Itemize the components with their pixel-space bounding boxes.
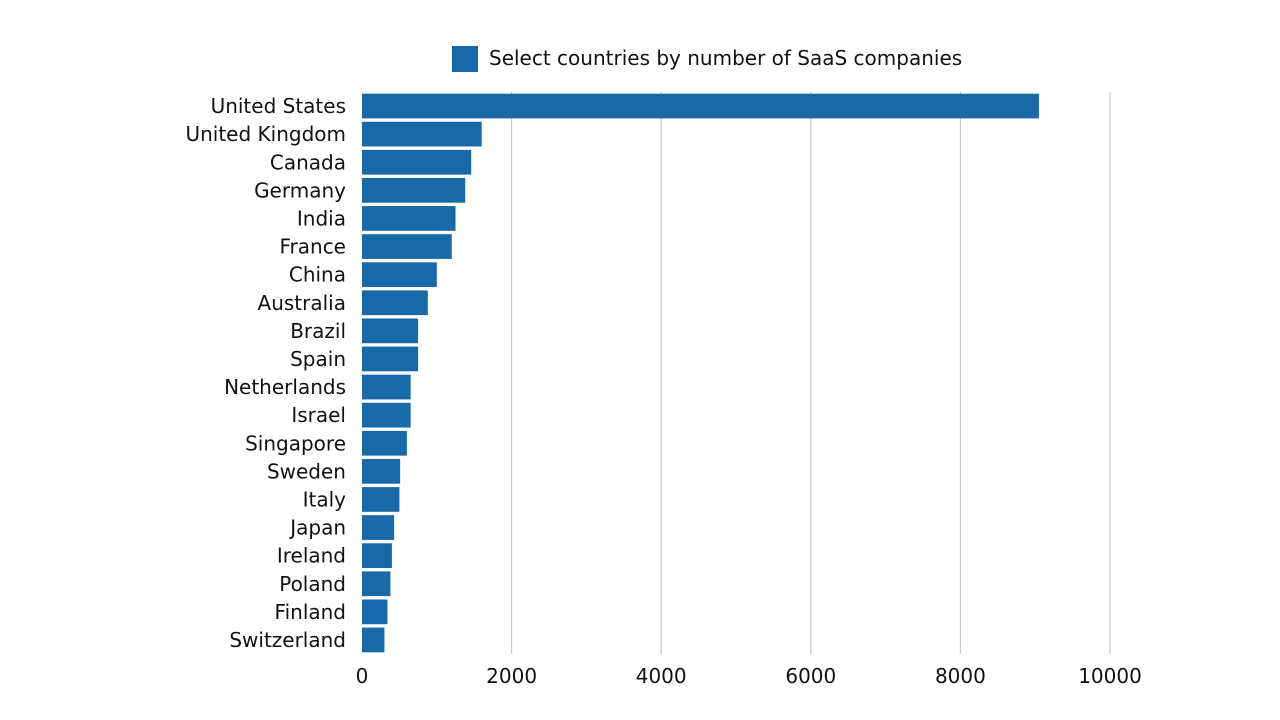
x-tick-label: 0 bbox=[356, 664, 369, 688]
category-label: Brazil bbox=[290, 319, 346, 343]
category-label: Germany bbox=[254, 178, 346, 202]
category-label: Sweden bbox=[267, 459, 346, 483]
bar bbox=[362, 599, 388, 625]
x-tick-label: 8000 bbox=[935, 664, 986, 688]
bar bbox=[362, 515, 395, 540]
category-label: Italy bbox=[303, 487, 347, 511]
category-label: Japan bbox=[288, 516, 346, 540]
bar bbox=[362, 430, 407, 456]
x-tick-label: 2000 bbox=[486, 664, 537, 688]
bar bbox=[362, 206, 456, 231]
category-label: United States bbox=[211, 94, 346, 118]
bar bbox=[362, 149, 472, 175]
bar bbox=[362, 627, 385, 653]
bar bbox=[362, 121, 482, 147]
legend: Select countries by number of SaaS compa… bbox=[452, 46, 962, 72]
bar bbox=[362, 402, 411, 428]
category-label: Israel bbox=[291, 403, 346, 427]
x-tick-label: 6000 bbox=[785, 664, 836, 688]
bar bbox=[362, 318, 419, 344]
category-label: Australia bbox=[258, 291, 346, 315]
category-label: United Kingdom bbox=[185, 122, 346, 146]
gridlines bbox=[511, 92, 1111, 654]
category-label: France bbox=[279, 235, 346, 259]
category-label: India bbox=[297, 206, 346, 230]
category-label: Switzerland bbox=[229, 628, 346, 652]
bar bbox=[362, 374, 411, 400]
legend-label: Select countries by number of SaaS compa… bbox=[489, 46, 962, 70]
bar bbox=[362, 93, 1039, 119]
bar bbox=[362, 543, 392, 569]
category-label: Canada bbox=[270, 150, 346, 174]
bar bbox=[362, 234, 452, 259]
x-tick-labels: 0 2000 4000 6000 8000 10000 bbox=[356, 664, 1142, 688]
bar bbox=[362, 290, 428, 316]
category-label: Poland bbox=[279, 572, 346, 596]
bar bbox=[362, 571, 391, 597]
bar bbox=[362, 177, 466, 203]
category-label: China bbox=[289, 263, 346, 287]
category-label: Ireland bbox=[277, 544, 346, 568]
legend-swatch bbox=[452, 46, 478, 72]
category-label: Singapore bbox=[245, 431, 346, 455]
bar bbox=[362, 487, 400, 512]
x-tick-label: 10000 bbox=[1078, 664, 1142, 688]
bars bbox=[362, 93, 1039, 653]
category-labels: United States United Kingdom Canada Germany… bbox=[185, 94, 346, 652]
category-label: Spain bbox=[290, 347, 346, 371]
bar bbox=[362, 262, 437, 288]
category-label: Netherlands bbox=[224, 375, 346, 399]
x-tick-label: 4000 bbox=[636, 664, 687, 688]
category-label: Finland bbox=[275, 600, 346, 624]
bar bbox=[362, 458, 401, 484]
bar bbox=[362, 346, 419, 372]
